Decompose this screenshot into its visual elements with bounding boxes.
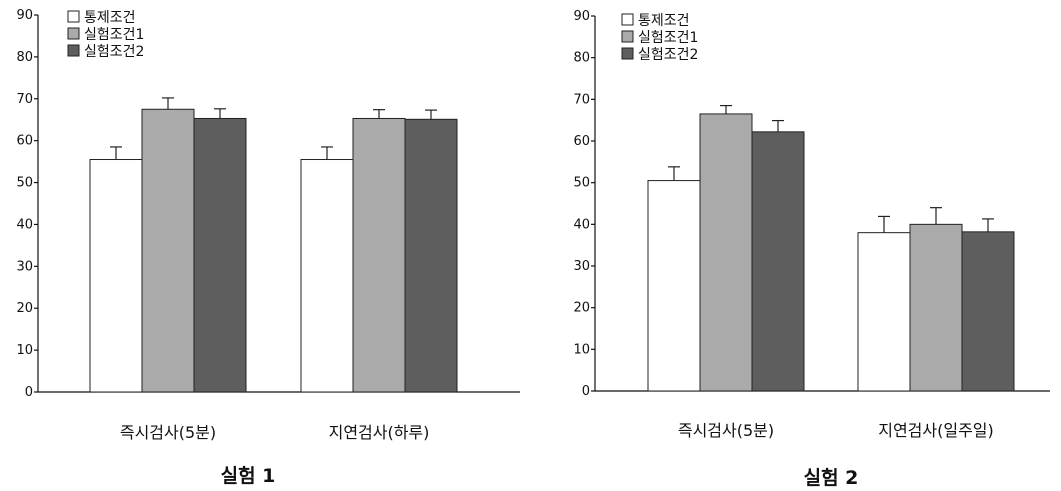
legend-label: 실험조건1 — [84, 27, 144, 43]
x-category-label: 즉시검사(5분) — [120, 423, 216, 442]
y-tick-label: 80 — [573, 51, 590, 66]
x-category-label: 지연검사(일주일) — [878, 421, 994, 440]
y-tick-label: 30 — [16, 259, 33, 274]
chart-panel-2: 0 10 20 30 40 50 60 70 80 90 즉시검사(5분) 지연검사(일주일) 통제조건… — [530, 0, 1061, 491]
y-tick-label: 40 — [573, 217, 590, 232]
legend-label: 실험조건1 — [638, 30, 698, 46]
y-tick-label: 80 — [16, 50, 33, 65]
legend-label: 통제조건 — [84, 10, 136, 26]
y-tick-label: 10 — [16, 343, 33, 358]
y-tick-label: 60 — [573, 134, 590, 149]
y-tick-label: 20 — [573, 301, 590, 316]
bar — [961, 231, 1015, 392]
y-tick-label: 0 — [582, 384, 590, 399]
bar — [404, 118, 458, 393]
y-tick-label: 40 — [16, 217, 33, 232]
legend-swatch — [67, 10, 80, 23]
bar — [857, 232, 911, 392]
y-tick-label: 60 — [16, 134, 33, 149]
legend-label: 통제조건 — [638, 13, 690, 29]
legend-swatch — [67, 27, 80, 40]
legend-swatch — [621, 30, 634, 43]
y-tick-label: 70 — [16, 92, 33, 107]
bar — [751, 131, 805, 392]
chart-caption: 실험 1 — [221, 465, 276, 487]
y-tick-label: 50 — [573, 176, 590, 191]
bar — [647, 180, 701, 392]
chart-caption: 실험 2 — [804, 467, 859, 489]
bar — [909, 223, 963, 392]
legend-label: 실험조건2 — [638, 47, 698, 63]
chart-2: 0 10 20 30 40 50 60 70 80 90 즉시검사(5분) 지연검사(일주일) 통제조건… — [573, 9, 1050, 489]
legend-swatch — [621, 47, 634, 60]
x-category-label: 즉시검사(5분) — [678, 421, 774, 440]
bar — [300, 159, 354, 393]
bar — [352, 117, 406, 393]
bar — [699, 113, 753, 392]
y-tick-label: 20 — [16, 301, 33, 316]
y-tick-label: 30 — [573, 259, 590, 274]
x-category-label: 지연검사(하루) — [329, 423, 430, 442]
legend-label: 실험조건2 — [84, 44, 144, 60]
y-tick-label: 90 — [573, 9, 590, 24]
y-tick-label: 50 — [16, 176, 33, 191]
y-tick-label: 0 — [25, 385, 33, 400]
y-tick-label: 90 — [16, 8, 33, 23]
chart-panel-1: 0 10 20 30 40 50 60 70 80 90 즉시검사(5분) 지연검사(하루) 통제조건 실… — [0, 0, 530, 491]
y-tick-label: 70 — [573, 92, 590, 107]
legend-swatch — [67, 44, 80, 57]
bar — [193, 117, 247, 393]
y-tick-label: 10 — [573, 342, 590, 357]
legend-swatch — [621, 13, 634, 26]
bar — [141, 108, 195, 393]
bar — [89, 159, 143, 393]
